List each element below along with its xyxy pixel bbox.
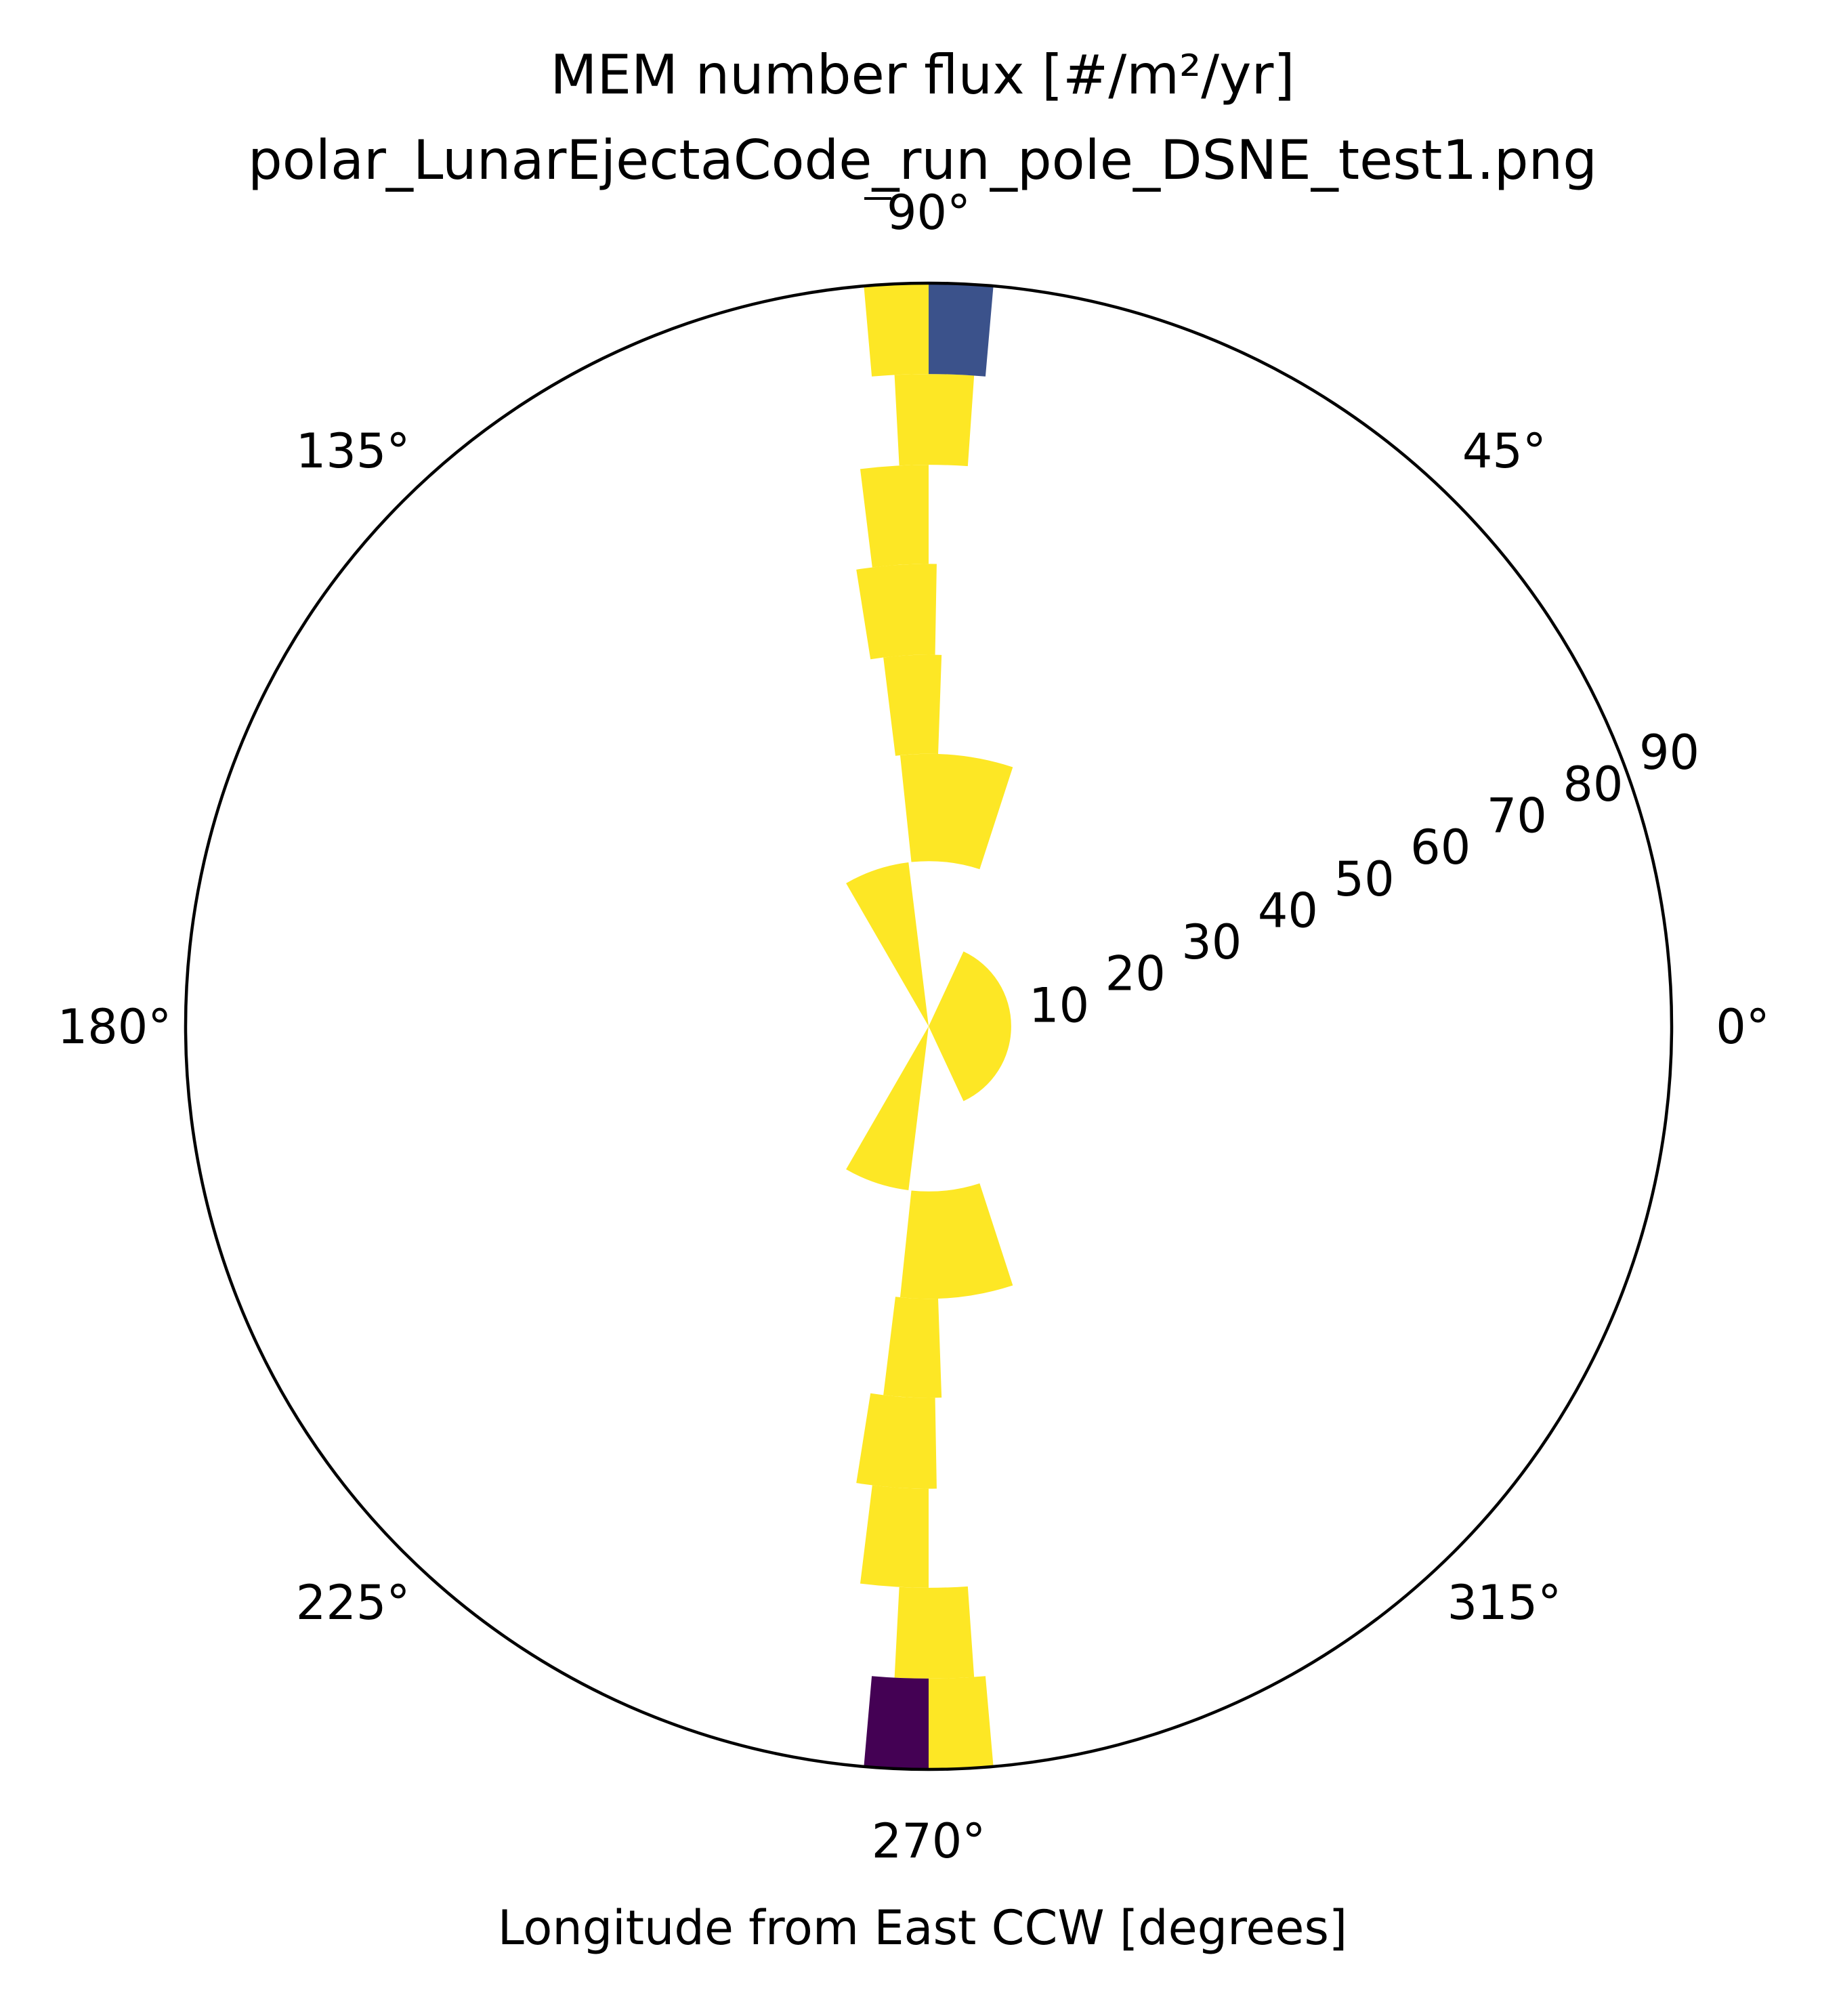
flux-bin-10 [860, 1485, 929, 1588]
angular-tick-90: 90° [887, 185, 971, 240]
angular-tick-135: 135° [296, 423, 410, 479]
radial-tick-50: 50 [1334, 852, 1395, 907]
flux-bin-0 [929, 951, 1011, 1101]
angular-tick-45: 45° [1462, 423, 1546, 479]
angular-tick-0: 0° [1716, 999, 1770, 1055]
flux-bins [846, 283, 1013, 1769]
angular-tick-labels: 0° 45° 90° 135° 180° 225° 270° 315° [58, 185, 1770, 1869]
flux-bin-14 [864, 283, 929, 377]
polar-frame [184, 281, 1674, 1771]
x-axis-label: Longitude from East CCW [degrees] [498, 1900, 1347, 1956]
flux-bin-11 [894, 374, 975, 467]
flux-bin-13 [929, 283, 994, 377]
flux-bin-7 [856, 564, 937, 660]
flux-bin-2 [846, 1026, 929, 1190]
flux-bin-1 [846, 862, 929, 1026]
radial-tick-40: 40 [1258, 883, 1318, 938]
flux-bin-8 [856, 1393, 937, 1489]
flux-bin-15 [864, 1676, 929, 1769]
radial-tick-60: 60 [1410, 820, 1470, 875]
angular-tick-225: 225° [296, 1575, 410, 1631]
angular-tick-180: 180° [58, 999, 172, 1055]
radial-tick-10: 10 [1029, 978, 1089, 1033]
radial-tick-20: 20 [1105, 946, 1166, 1002]
flux-bin-16 [929, 1676, 994, 1769]
angular-tick-315: 315° [1447, 1575, 1562, 1631]
radial-tick-labels: 10 20 30 40 50 60 70 80 90 [1029, 725, 1699, 1033]
flux-bin-6 [883, 1297, 942, 1398]
flux-bin-12 [894, 1586, 975, 1679]
chart-subtitle: polar_LunarEjectaCode_run_pole_DSNE_test… [248, 129, 1597, 192]
chart-title: MEM number flux [#/m²/yr] [550, 43, 1294, 106]
flux-bin-3 [900, 753, 1013, 870]
flux-bin-5 [883, 654, 942, 756]
radial-tick-90: 90 [1639, 725, 1699, 780]
flux-bin-9 [860, 465, 929, 568]
angular-tick-270: 270° [872, 1813, 986, 1869]
radial-tick-80: 80 [1563, 757, 1623, 812]
flux-bin-4 [900, 1183, 1013, 1299]
radial-tick-70: 70 [1487, 789, 1547, 844]
radial-tick-30: 30 [1181, 915, 1242, 970]
